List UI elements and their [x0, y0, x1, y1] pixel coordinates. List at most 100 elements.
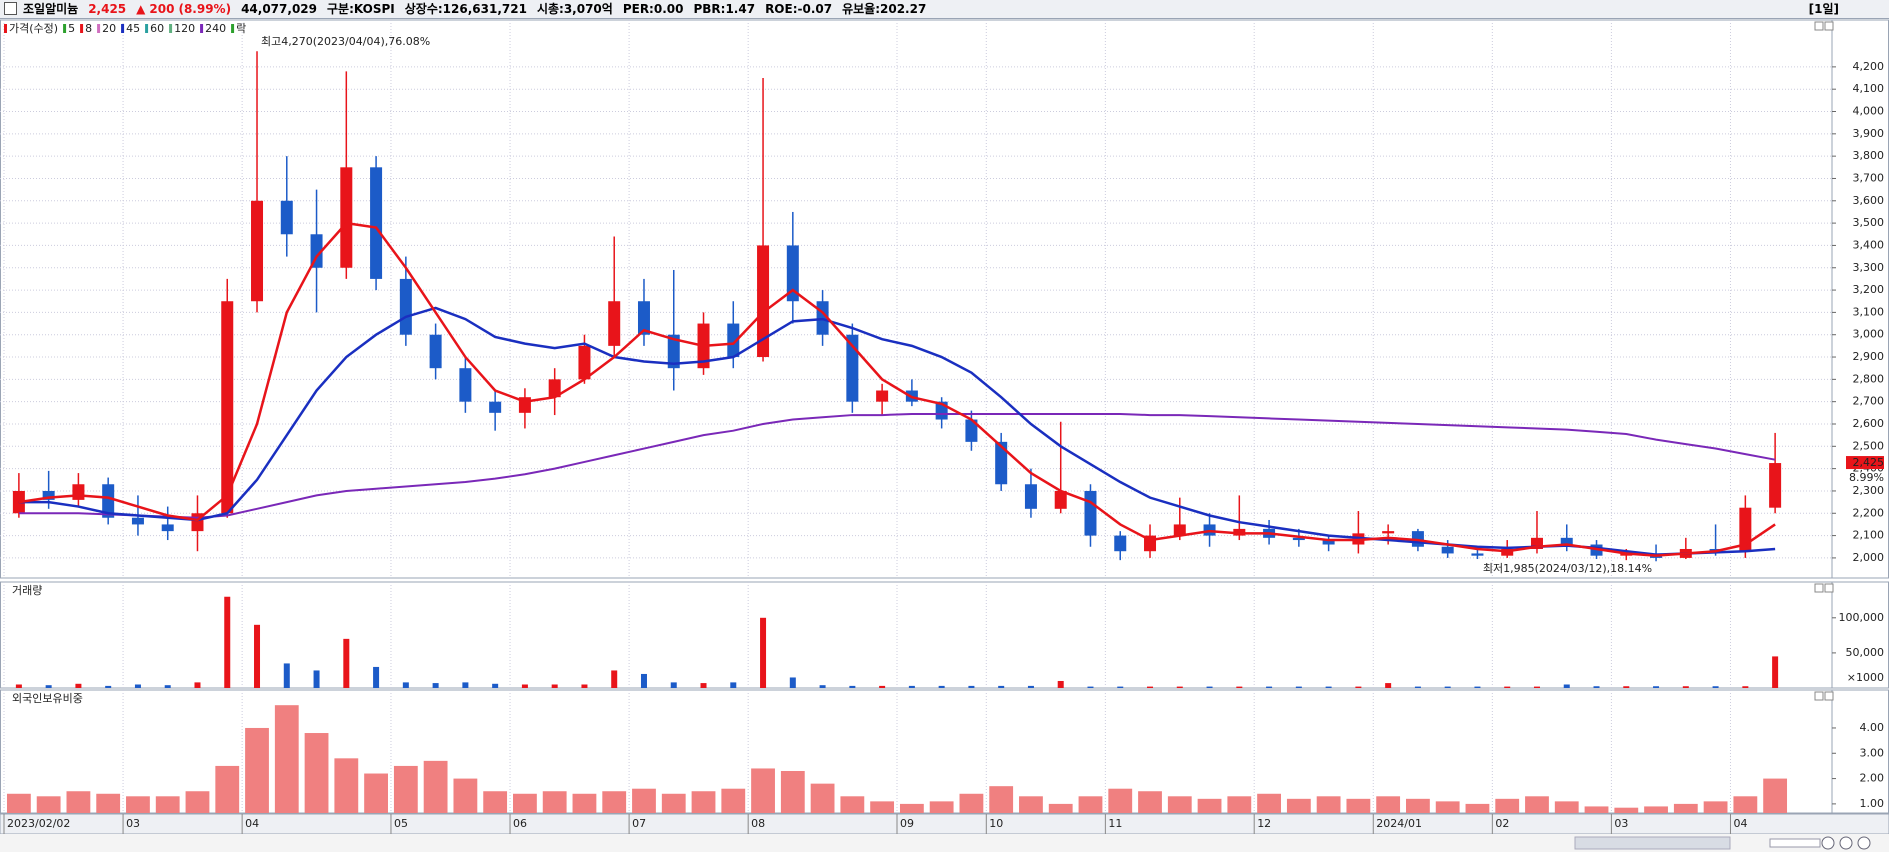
y-tick-label: 3,500	[1853, 216, 1885, 229]
bar	[959, 793, 984, 813]
candle-body	[1441, 546, 1454, 554]
bar	[36, 796, 61, 813]
candle-body	[1054, 490, 1067, 509]
panel-title: 외국인보유비중	[12, 692, 83, 705]
x-tick-label: 03	[126, 817, 140, 830]
bar	[1563, 684, 1570, 688]
y-tick-label: 2,000	[1853, 551, 1885, 564]
stock-name[interactable]: 조일알미늄	[23, 2, 79, 16]
bar	[1176, 686, 1183, 688]
candle-body	[399, 278, 412, 335]
bar	[879, 685, 886, 688]
bar	[304, 733, 329, 813]
bar	[1117, 686, 1124, 688]
annotation-high: 최고4,270(2023/04/04),76.08%	[261, 35, 430, 48]
x-tick-label: 05	[394, 817, 408, 830]
bar	[1257, 793, 1281, 813]
bar	[75, 683, 82, 688]
bar	[870, 801, 895, 813]
bar	[1772, 656, 1779, 688]
zoom-button[interactable]	[1839, 836, 1853, 850]
candle-body	[637, 301, 650, 335]
legend-label: 락	[236, 22, 246, 35]
bar	[66, 791, 91, 813]
bar	[134, 684, 141, 688]
bar	[1742, 686, 1749, 688]
annotation-low: 최저1,985(2024/03/12),18.14%	[1483, 562, 1652, 575]
bar	[789, 677, 796, 688]
y-tick-label: 2,200	[1853, 506, 1885, 519]
bar	[6, 793, 31, 813]
bar	[1316, 796, 1341, 813]
x-tick-label: 08	[751, 817, 765, 830]
y-tick-label: 2,500	[1853, 439, 1885, 452]
legend-swatch	[145, 24, 149, 33]
bar	[1554, 801, 1579, 813]
bar	[155, 796, 180, 813]
bar	[1385, 683, 1392, 688]
bar	[462, 682, 469, 688]
candle-body	[1084, 490, 1097, 536]
candle-body	[42, 490, 55, 500]
bar	[989, 786, 1014, 813]
period-button[interactable]: [1일]	[1808, 2, 1839, 16]
bar	[432, 683, 439, 688]
panel-button[interactable]	[1824, 21, 1834, 31]
y-tick-label: 3,200	[1853, 283, 1885, 296]
y-tick-label: 2,300	[1853, 484, 1885, 497]
candle-body	[995, 441, 1008, 485]
bar	[513, 793, 537, 813]
legend-label: 가격(수정)	[9, 22, 58, 35]
bar	[632, 788, 656, 813]
candle-body	[1769, 463, 1782, 508]
zoom-button[interactable]	[1857, 836, 1871, 850]
bar	[1495, 798, 1520, 813]
y-tick-label: 2,800	[1853, 372, 1885, 385]
info-items: 구분:KOSPI 상장수:126,631,721 시총:3,070억 PER:0.00…	[327, 2, 936, 16]
info-item: PBR:1.47	[693, 2, 756, 16]
last-price-box	[1846, 456, 1884, 470]
bar	[185, 791, 210, 813]
panel-button[interactable]	[1814, 691, 1824, 701]
bar	[929, 801, 954, 813]
bar	[15, 684, 22, 688]
bar	[45, 685, 52, 688]
legend-swatch	[97, 24, 101, 33]
panel-button[interactable]	[1824, 583, 1834, 593]
ma-line	[18, 221, 1776, 557]
bar	[1325, 686, 1332, 688]
bar	[908, 685, 915, 688]
candle-body	[727, 323, 740, 358]
candle-body	[251, 200, 264, 302]
panel-button[interactable]	[1824, 691, 1834, 701]
last-price-label: 2,425	[1853, 456, 1885, 469]
candle-body	[1382, 531, 1395, 534]
bar	[1027, 685, 1034, 688]
panel-button[interactable]	[1814, 583, 1824, 593]
info-item: ROE:-0.07	[765, 2, 833, 16]
legend-swatch	[121, 24, 125, 33]
candle-body	[1173, 524, 1186, 536]
scrollbar-track	[0, 834, 1889, 852]
bar	[283, 663, 290, 688]
x-tick-label: 11	[1108, 817, 1122, 830]
bar	[1019, 796, 1043, 813]
legend-label: 120	[174, 22, 195, 35]
zoom-button[interactable]	[1821, 836, 1835, 850]
bar	[1406, 798, 1430, 813]
bar	[780, 770, 805, 813]
candle-body	[102, 484, 115, 518]
bar	[661, 793, 686, 813]
candle-body	[459, 368, 472, 402]
candle-body	[280, 200, 293, 235]
checkbox[interactable]	[4, 2, 17, 15]
bar	[1266, 686, 1273, 688]
zoom-slider[interactable]	[1769, 838, 1821, 848]
panel-button[interactable]	[1814, 21, 1824, 31]
bar	[760, 617, 767, 688]
candle-body	[221, 301, 234, 514]
scrollbar-thumb[interactable]	[1574, 836, 1731, 850]
y-tick-label: 2.00	[1860, 772, 1885, 785]
bar	[194, 682, 201, 688]
